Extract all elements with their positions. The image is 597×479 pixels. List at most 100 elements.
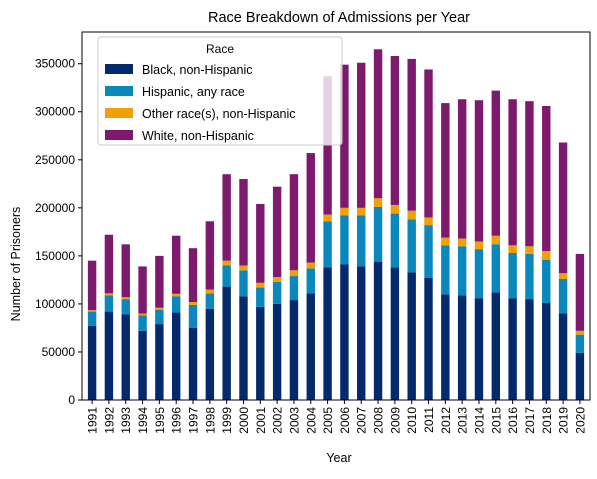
bar-2007-series-3	[357, 62, 366, 208]
bar-2010-series-0	[407, 272, 416, 400]
bar-2000-series-0	[239, 296, 248, 400]
y-axis: 0 50000 100000 150000 200000 250000 300000 3500…	[35, 57, 82, 407]
bar-2008-series-0	[373, 261, 383, 400]
legend-label-0: Black, non-Hispanic	[142, 63, 252, 77]
bar-1997-series-3	[188, 248, 198, 302]
x-tick-label: 1991	[86, 407, 100, 434]
bar-2008-series-2	[373, 198, 383, 207]
bar-2013-series-1	[457, 246, 467, 296]
bar-2016-series-3	[508, 99, 517, 246]
x-tick-label: 2012	[439, 407, 453, 434]
x-tick-label: 2016	[506, 407, 520, 434]
bar-2005-series-0	[323, 267, 332, 400]
x-axis: 1991 1992 1993 1994 1995 1996 1997 1998 1999 2000…	[86, 400, 587, 434]
y-tick-label: 0	[68, 393, 75, 407]
bar-1995-series-2	[155, 307, 164, 310]
legend-label-3: White, non-Hispanic	[142, 129, 254, 143]
x-tick-label: 2009	[388, 407, 402, 434]
bar-2007-series-2	[357, 207, 366, 216]
legend-label-1: Hispanic, any race	[142, 85, 245, 99]
bar-2002-series-1	[272, 281, 282, 304]
bar-2009-series-3	[390, 56, 400, 205]
bar-1991-series-2	[87, 310, 97, 312]
bar-1998-series-1	[205, 293, 215, 309]
bar-2001-series-0	[256, 306, 265, 400]
bar-2019-series-2	[558, 273, 568, 279]
x-tick-label: 2005	[321, 407, 335, 434]
x-tick-label: 2006	[338, 407, 352, 434]
bar-2014-series-2	[474, 241, 484, 250]
bar-2006-series-2	[340, 207, 349, 216]
bar-2018-series-1	[542, 259, 551, 303]
legend-swatch-2	[105, 108, 133, 118]
legend-swatch-3	[105, 130, 133, 140]
bar-1993-series-3	[121, 244, 130, 298]
bar-2000-series-2	[239, 265, 248, 271]
bar-2004-series-2	[306, 262, 315, 269]
bar-2020-series-1	[575, 334, 585, 353]
x-tick-label: 2008	[372, 407, 386, 434]
bar-2001-series-2	[256, 282, 265, 288]
y-tick-label: 50000	[42, 345, 76, 359]
legend-swatch-0	[105, 64, 133, 74]
y-tick-label: 100000	[35, 297, 75, 311]
bar-1993-series-2	[121, 297, 130, 300]
bar-2004-series-3	[306, 153, 315, 263]
bar-2010-series-3	[407, 58, 416, 211]
x-tick-label: 2014	[472, 407, 486, 434]
bar-2013-series-0	[457, 295, 467, 400]
x-tick-label: 1999	[220, 407, 234, 434]
x-tick-label: 1992	[102, 407, 116, 434]
bar-2006-series-3	[340, 64, 349, 208]
bar-2012-series-1	[441, 245, 450, 295]
bar-2011-series-2	[424, 217, 433, 226]
legend-title: Race	[206, 42, 234, 56]
bar-1991-series-3	[87, 260, 97, 311]
x-tick-label: 1998	[203, 407, 217, 434]
bars-group	[87, 49, 585, 400]
bar-2010-series-1	[407, 219, 416, 273]
x-tick-label: 2020	[573, 407, 587, 434]
bar-2011-series-0	[424, 277, 433, 400]
legend: Race Black, non-Hispanic Hispanic, any rac…	[97, 36, 343, 146]
bar-2020-series-3	[575, 253, 585, 331]
bar-2002-series-3	[272, 186, 282, 278]
bar-2004-series-0	[306, 293, 315, 400]
x-tick-label: 2011	[422, 407, 436, 433]
bar-1993-series-0	[121, 314, 130, 400]
bar-2009-series-0	[390, 267, 400, 400]
x-tick-label: 2013	[456, 407, 470, 434]
y-tick-label: 150000	[35, 249, 75, 263]
bar-1992-series-3	[104, 234, 114, 294]
plot-frame	[81, 31, 591, 401]
y-tick-label: 200000	[35, 201, 75, 215]
legend-box	[97, 36, 343, 146]
bar-2006-series-0	[340, 264, 349, 400]
bar-2015-series-0	[491, 292, 501, 400]
x-tick-label: 2019	[557, 407, 571, 434]
bar-2014-series-1	[474, 249, 484, 299]
y-tick-label: 350000	[35, 57, 75, 71]
bar-2015-series-3	[491, 90, 501, 236]
legend-swatch-1	[105, 86, 133, 96]
bar-2015-series-1	[491, 244, 501, 293]
bar-2016-series-0	[508, 298, 517, 400]
bar-1991-series-1	[87, 311, 97, 327]
bar-2019-series-1	[558, 278, 568, 314]
bar-1996-series-0	[171, 312, 181, 400]
bar-1995-series-3	[155, 255, 164, 308]
bar-1997-series-1	[188, 304, 198, 328]
bar-2005-series-2	[323, 214, 332, 222]
x-tick-label: 2010	[405, 407, 419, 434]
bar-2018-series-3	[542, 105, 551, 252]
x-tick-label: 1994	[136, 407, 150, 434]
bar-2013-series-2	[457, 238, 467, 247]
bar-2017-series-2	[525, 246, 534, 254]
bar-2011-series-1	[424, 225, 433, 278]
bar-1998-series-0	[205, 308, 215, 400]
chart-title: Race Breakdown of Admissions per Year	[208, 10, 470, 26]
bar-2017-series-0	[525, 299, 534, 400]
y-tick-label: 250000	[35, 153, 75, 167]
